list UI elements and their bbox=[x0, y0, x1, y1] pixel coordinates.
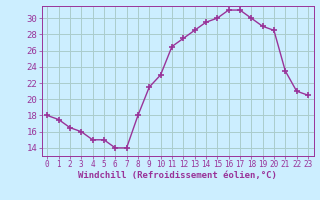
X-axis label: Windchill (Refroidissement éolien,°C): Windchill (Refroidissement éolien,°C) bbox=[78, 171, 277, 180]
